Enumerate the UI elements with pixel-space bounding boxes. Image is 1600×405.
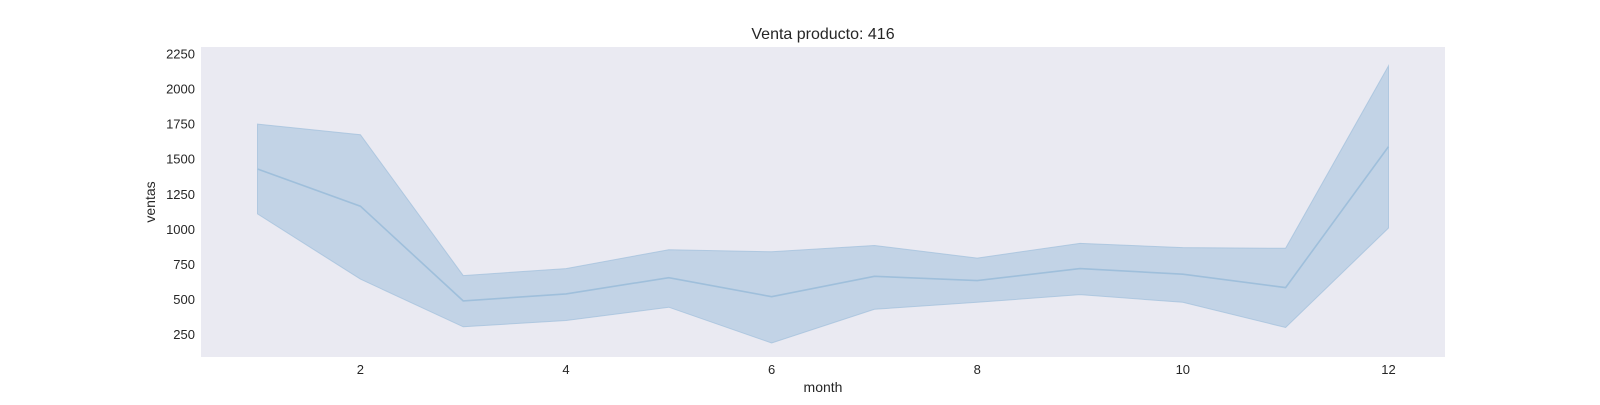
series-line: [257, 146, 1390, 302]
x-tick-label: 10: [1176, 362, 1190, 377]
y-axis-label: ventas: [142, 181, 158, 222]
data-point: [1387, 145, 1390, 148]
x-tick-label: 12: [1381, 362, 1395, 377]
x-axis-ticks: 2 4 6 8 10 12: [357, 362, 1396, 377]
data-point: [770, 295, 773, 298]
y-tick-label: 750: [173, 257, 195, 272]
chart-title: Venta producto: 416: [751, 26, 894, 43]
x-tick-label: 8: [974, 362, 981, 377]
data-point: [667, 276, 670, 279]
y-tick-label: 500: [173, 292, 195, 307]
x-tick-label: 2: [357, 362, 364, 377]
x-tick-label: 4: [562, 362, 569, 377]
y-tick-label: 2250: [166, 47, 195, 62]
x-tick-label: 6: [768, 362, 775, 377]
y-tick-label: 2000: [166, 82, 195, 97]
y-axis-ticks: 250 500 750 1000 1250 1500 1750 2000 2250: [166, 47, 195, 343]
data-point: [462, 299, 465, 302]
confidence-band-layer: [257, 63, 1389, 344]
data-point: [1181, 273, 1184, 276]
y-tick-label: 1500: [166, 152, 195, 167]
data-point: [1284, 286, 1287, 289]
data-point: [256, 168, 259, 171]
y-tick-label: 1250: [166, 187, 195, 202]
series-line-layer: [256, 145, 1390, 302]
confidence-band: [257, 63, 1389, 344]
y-tick-label: 250: [173, 327, 195, 342]
data-point: [976, 279, 979, 282]
data-point: [1079, 267, 1082, 270]
data-point: [565, 292, 568, 295]
y-tick-label: 1000: [166, 222, 195, 237]
y-tick-label: 1750: [166, 117, 195, 132]
x-axis-label: month: [804, 379, 843, 395]
data-point: [873, 275, 876, 278]
data-point: [359, 205, 362, 208]
